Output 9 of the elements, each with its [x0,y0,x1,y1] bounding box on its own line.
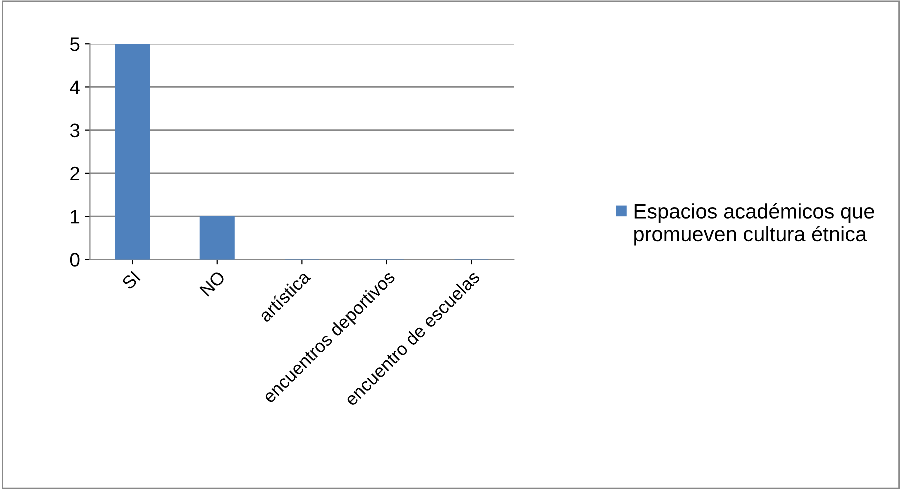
y-tick-label: 3 [70,124,80,138]
y-tick-label: 1 [71,210,80,224]
legend-label: Espacios académicos que promueven cultura étnica [634,203,874,246]
y-tick-label: 2 [70,166,80,181]
x-tick-label: NO [200,270,226,297]
y-tick-label: 5 [70,38,80,52]
x-tick-label: SI [121,270,141,290]
y-tick-label: 4 [70,80,80,94]
y-tick-label: 0 [70,253,80,267]
